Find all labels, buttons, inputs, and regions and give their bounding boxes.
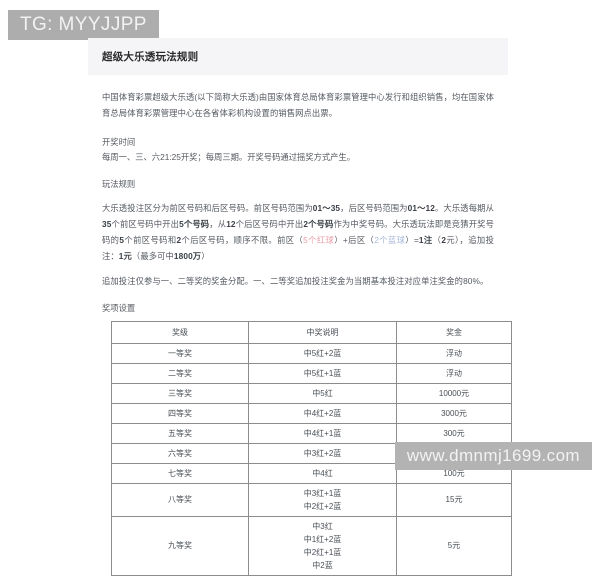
emphasis-text: 01～35 [312,203,341,214]
table-row: 四等奖 中4红+2蓝 3000元 [111,402,512,424]
prize-amount-cell: 浮动 [396,362,512,384]
prize-desc-line: 中4红 [312,468,333,478]
red-ball-text: 5个红球 [303,235,335,246]
watermark-top-left: TG: MYYJJPP [8,10,159,40]
prize-desc-line: 中3红+2蓝 [303,448,342,458]
emphasis-text: 1注 [418,235,433,246]
table-row: 二等奖 中5红+1蓝 浮动 [111,362,512,384]
table-row: 三等奖 中5红 10000元 [111,382,512,404]
prize-desc-cell: 中3红中1红+2蓝 中2红+1蓝 中2蓝 [248,515,397,576]
prize-desc-line: 中3红 [312,521,333,531]
prize-desc-line: 中5红+1蓝 [303,368,342,378]
prize-amount-cell: 浮动 [396,342,512,364]
table-header-cell-0: 奖级 [111,320,249,344]
prize-desc-line: 中2蓝 [312,560,333,570]
table-header-cell-1: 中奖说明 [248,320,397,344]
card-header: 超级大乐透玩法规则 [88,38,508,75]
prize-level-cell: 五等奖 [111,422,249,444]
prize-amount-cell: 3000元 [396,402,512,424]
prize-desc-line: 中2红+1蓝 [303,547,342,557]
table-header-row: 奖级 中奖说明 奖金 [111,320,512,344]
prize-amount-cell: 300元 [396,422,512,444]
section-line-draw-time: 每周一、三、六21:25开奖；每周三期。开奖号码通过摇奖方式产生。 [102,152,356,162]
emphasis-text: 1800万 [173,251,202,262]
emphasis-text: 2个号码 [303,219,334,230]
prize-level-cell: 三等奖 [111,382,249,404]
prize-amount-cell: 15元 [396,482,512,517]
prize-desc-cell: 中4红 [248,462,397,484]
table-row: 一等奖 中5红+2蓝 浮动 [111,342,512,364]
card-body: 中国体育彩票超级大乐透(以下简称大乐透)由国家体育总局体育彩票管理中心发行和组织… [88,75,512,576]
prize-desc-line: 中5红+2蓝 [303,348,342,358]
prize-level-cell: 六等奖 [111,442,249,464]
emphasis-text: 2 [441,235,447,246]
prize-level-cell: 八等奖 [111,482,249,517]
prize-desc-cell: 中3红+1蓝 中2红+2蓝 [248,482,397,517]
prize-level-cell: 二等奖 [111,362,249,384]
prize-amount-cell: 5元 [396,515,512,576]
prize-desc-line: 中5红 [312,388,333,398]
prize-level-cell: 一等奖 [111,342,249,364]
section-draw-time: 开奖时间 每周一、三、六21:25开奖；每周三期。开奖号码通过摇奖方式产生。 [102,135,494,165]
blue-ball-text: 2个蓝球 [374,235,406,246]
prize-desc-cell: 中4红+2蓝 [248,402,397,424]
table-row: 五等奖 中4红+1蓝 300元 [111,422,512,444]
prize-desc-cell: 中3红+2蓝 [248,442,397,464]
watermark-bottom-right: www.dmnmj1699.com [394,442,592,470]
prize-desc-line: 中1红+2蓝 [303,534,342,544]
section-line-additional-bet: 追加投注仅参与一、二等奖的奖金分配。一、二等奖追加投注奖金为当期基本投注对应单注… [102,275,489,286]
emphasis-text: 5 [119,235,125,246]
section-play-rules: 玩法规则 大乐透投注区分为前区号码和后区号码。前区号码范围为01～35，后区号码… [102,177,494,289]
prize-desc-cell: 中5红+1蓝 [248,362,397,384]
prize-desc-line: 中3红+1蓝 [303,488,342,498]
table-header-cell-2: 奖金 [396,320,512,344]
emphasis-text: 2 [176,235,182,246]
emphasis-text: 12 [226,219,236,230]
emphasis-text: 1元 [118,251,132,262]
prize-level-cell: 七等奖 [111,462,249,484]
table-row: 九等奖 中3红 中1红+2蓝 中2红+1蓝 中2蓝 5元 [111,515,512,576]
section-title-play-rules: 玩法规则 [102,179,136,189]
table-row: 八等奖 中3红+1蓝 中2红+2蓝 15元 [111,482,512,517]
prize-desc-line: 中4红+1蓝 [303,428,342,438]
emphasis-text: 5个号码 [179,219,210,230]
prize-amount-cell: 10000元 [396,382,512,404]
emphasis-text: 01～12 [407,203,435,214]
table-caption: 奖项设置 [102,302,136,313]
prize-desc-line: 中4红+2蓝 [303,408,342,418]
rules-card: 超级大乐透玩法规则 中国体育彩票超级大乐透(以下简称大乐透)由国家体育总局体育彩… [88,38,512,576]
prize-level-cell: 九等奖 [111,515,249,576]
prize-desc-cell: 中5红+2蓝 [248,342,397,364]
intro-paragraph: 中国体育彩票超级大乐透(以下简称大乐透)由国家体育总局体育彩票管理中心发行和组织… [102,92,494,118]
prize-desc-line: 中2红+2蓝 [303,501,342,511]
page-title: 超级大乐透玩法规则 [102,51,199,63]
prize-level-cell: 四等奖 [111,402,249,424]
section-body-play-rules: 大乐透投注区分为前区号码和后区号码。前区号码范围为01～35，后区号码范围为01… [102,203,495,262]
prize-desc-cell: 中5红 [248,382,397,404]
prize-desc-cell: 中4红+1蓝 [248,422,397,444]
emphasis-text: 35 [102,219,112,230]
section-title-draw-time: 开奖时间 [102,137,136,147]
